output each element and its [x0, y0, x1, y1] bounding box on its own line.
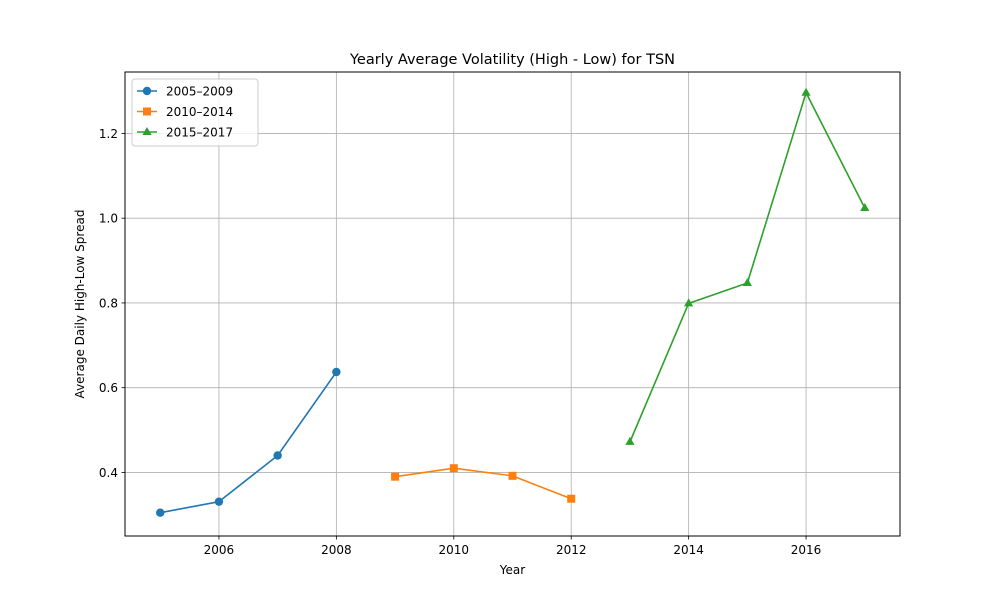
data-point	[860, 203, 870, 212]
y-tick-label: 1.0	[99, 212, 118, 226]
legend-marker	[142, 86, 152, 96]
legend-marker	[142, 127, 152, 135]
plot-frame	[124, 71, 901, 537]
legend-label: 2015–2017	[166, 126, 233, 140]
series-line	[394, 467, 572, 500]
series-3	[625, 87, 870, 445]
x-tick-label: 2012	[556, 543, 587, 557]
data-point	[508, 471, 517, 480]
data-point	[391, 472, 400, 481]
x-axis-label: Year	[499, 563, 525, 577]
legend-label: 2005–2009	[166, 85, 233, 99]
y-axis-label: Average Daily High-Low Spread	[73, 210, 87, 399]
plot-area	[125, 72, 900, 536]
data-point	[332, 367, 341, 377]
data-point	[684, 298, 694, 307]
legend-entry: 2015–2017	[137, 126, 233, 140]
series-1	[156, 367, 341, 517]
legend-label: 2010–2014	[166, 105, 233, 119]
x-tick-label: 2010	[439, 543, 470, 557]
legend-entry: 2010–2014	[137, 105, 233, 119]
legend-entry: 2005–2009	[137, 85, 233, 99]
x-tick-label: 2016	[791, 543, 822, 557]
data-point	[567, 494, 576, 503]
x-tick-label: 2006	[204, 543, 235, 557]
data-point	[273, 451, 282, 460]
data-point	[156, 508, 165, 517]
data-point	[625, 436, 635, 445]
x-tick-label: 2008	[321, 543, 352, 557]
data-point	[742, 278, 752, 287]
legend-marker	[143, 107, 151, 116]
y-tick-label: 0.8	[99, 296, 118, 310]
series-group	[156, 87, 870, 517]
data-point	[801, 87, 811, 96]
axis-ticks: 2006 2008 2010 2012 2014 2016 0.4 0.6 0.8 1.0 1.2	[99, 127, 821, 557]
chart-title: Yearly Average Volatility (High - Low) f…	[349, 52, 675, 68]
series-line	[160, 371, 338, 514]
y-tick-label: 1.2	[99, 127, 118, 141]
y-tick-label: 0.6	[99, 381, 118, 395]
data-point	[449, 464, 458, 473]
legend-frame	[131, 78, 259, 147]
legend: 2005–2009 2010–2014 2015–2017	[131, 78, 259, 147]
x-tick-label: 2014	[673, 543, 704, 557]
y-tick-label: 0.4	[99, 466, 118, 480]
series-2	[391, 464, 576, 503]
data-point	[214, 497, 224, 506]
